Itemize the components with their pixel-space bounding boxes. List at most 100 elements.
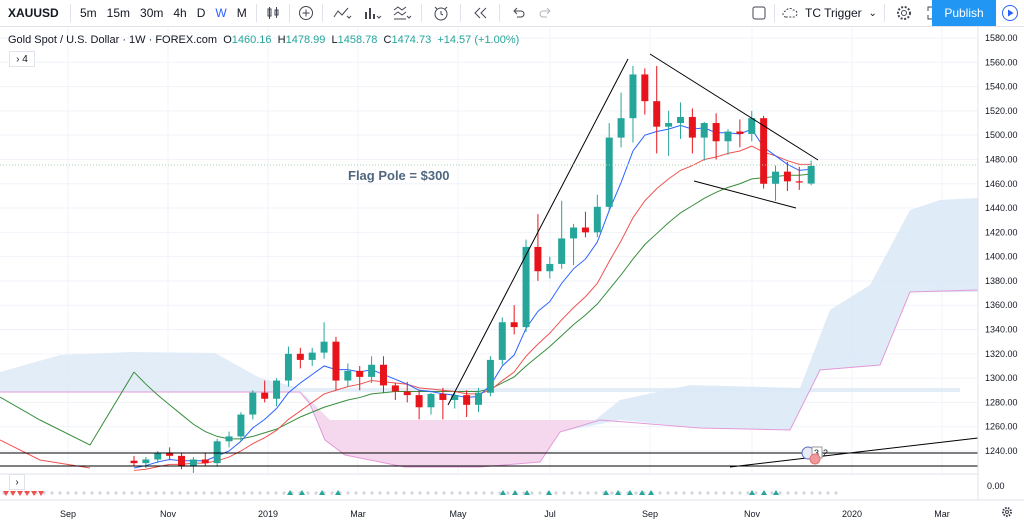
y-tick-label: 1480.00 <box>985 154 1018 164</box>
interval-d[interactable]: D <box>196 6 206 20</box>
play-icon[interactable] <box>996 0 1024 26</box>
gear-outer <box>1002 507 1012 517</box>
ema-fast-line <box>133 124 812 469</box>
signal-dot <box>58 491 62 495</box>
y-tick-label: 1460.00 <box>985 179 1018 189</box>
indicators-icon[interactable] <box>327 0 357 26</box>
redo-icon[interactable] <box>532 0 560 26</box>
x-tick-label: 2019 <box>258 509 278 519</box>
signal-dot <box>90 491 94 495</box>
signal-up-arrow <box>603 490 609 495</box>
flag-upper-line[interactable] <box>649 53 819 161</box>
candle-body <box>154 453 162 460</box>
signal-dot <box>250 491 254 495</box>
interval-4h[interactable]: 4h <box>173 6 187 20</box>
candle-body <box>249 392 257 415</box>
signal-dot <box>170 491 174 495</box>
indicator-count: 4 <box>22 53 28 65</box>
flag-lower-line[interactable] <box>693 180 797 209</box>
x-tick-label: May <box>449 509 467 519</box>
ema-slow-trail <box>0 371 135 446</box>
signal-dot <box>770 491 774 495</box>
cloud-segment-pink <box>300 392 595 467</box>
signal-dot <box>482 491 486 495</box>
cloud-edge-pink <box>0 289 979 468</box>
interval-15m[interactable]: 15m <box>106 6 131 20</box>
candle-body <box>593 206 601 233</box>
candle-body <box>605 137 613 207</box>
candle-body <box>653 101 661 127</box>
chevron-down-icon[interactable]: ⌄ <box>868 7 877 19</box>
candle-body <box>570 227 578 239</box>
candle-body <box>475 392 483 405</box>
signal-dot <box>490 491 494 495</box>
toolbar-divider <box>288 4 290 22</box>
signal-dot <box>402 491 406 495</box>
candle-body <box>415 395 423 408</box>
interval-w[interactable]: W <box>215 6 227 20</box>
candle-body <box>225 436 233 442</box>
trend-line[interactable] <box>729 437 979 468</box>
toolbar-divider <box>883 4 885 22</box>
candle-body <box>356 370 364 377</box>
candle-body <box>201 459 209 464</box>
signal-dot <box>474 491 478 495</box>
interval-5m[interactable]: 5m <box>80 6 97 20</box>
signal-dot <box>778 491 782 495</box>
signal-dot <box>218 491 222 495</box>
toolbar-divider <box>70 4 71 22</box>
signal-dot <box>682 491 686 495</box>
y-tick-label: 1320.00 <box>985 349 1018 359</box>
candle-body <box>320 341 328 353</box>
checkbox-icon[interactable] <box>748 0 770 26</box>
signal-up-arrow <box>773 490 779 495</box>
gear-inner <box>1005 510 1009 514</box>
signal-dot <box>82 491 86 495</box>
signal-up-arrow <box>749 490 755 495</box>
legend-low-label: L <box>331 34 338 46</box>
templates-icon[interactable] <box>387 0 417 26</box>
interval-m[interactable]: M <box>236 6 247 20</box>
alarm-clock-icon[interactable] <box>426 0 456 26</box>
signal-dot <box>178 491 182 495</box>
y-tick-label: 1240.00 <box>985 446 1018 456</box>
gear-icon[interactable] <box>889 0 919 26</box>
replay-icon[interactable] <box>465 0 495 26</box>
signal-dot <box>538 491 542 495</box>
y-tick-label: 1340.00 <box>985 325 1018 335</box>
signal-dot <box>794 491 798 495</box>
symbol-button[interactable]: XAUUSD <box>8 6 59 20</box>
signal-dot <box>706 491 710 495</box>
signal-down-arrow <box>31 491 37 496</box>
financials-icon[interactable] <box>357 0 387 26</box>
candle-body <box>391 385 399 392</box>
candle-body <box>296 353 304 360</box>
publish-button[interactable]: Publish <box>932 0 996 26</box>
top-toolbar: XAUUSD 5m 15m 30m 4h D W M <box>0 0 1024 27</box>
signal-dot <box>530 491 534 495</box>
signal-dot <box>410 491 414 495</box>
legend-collapse-button[interactable]: › 4 <box>9 51 35 67</box>
signal-dot <box>258 491 262 495</box>
lower-pane-toggle[interactable]: › <box>9 474 25 490</box>
y-tick-label: 1260.00 <box>985 422 1018 432</box>
lower-pane-value: 0.00 <box>987 481 1005 491</box>
candles-icon[interactable] <box>261 0 285 26</box>
signal-dot <box>242 491 246 495</box>
signal-dot <box>226 491 230 495</box>
candle-body <box>736 131 744 134</box>
signal-dot <box>370 491 374 495</box>
undo-icon[interactable] <box>504 0 532 26</box>
settings-gear-icon[interactable] <box>1002 507 1012 517</box>
flag-pole-line[interactable] <box>447 58 629 406</box>
signal-dot <box>106 491 110 495</box>
tc-trigger-label[interactable]: TC Trigger <box>805 6 862 20</box>
interval-30m[interactable]: 30m <box>140 6 164 20</box>
signal-dot <box>714 491 718 495</box>
flag-icon <box>809 453 821 465</box>
compare-plus-icon[interactable] <box>294 0 318 26</box>
candle-body <box>130 460 138 464</box>
x-tick-label: Mar <box>350 509 366 519</box>
